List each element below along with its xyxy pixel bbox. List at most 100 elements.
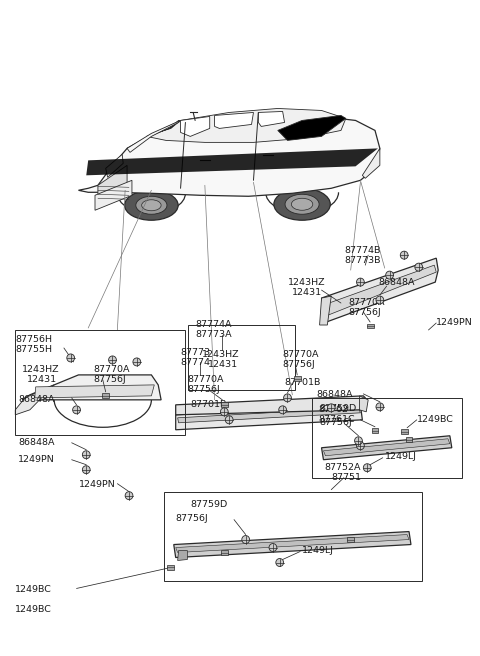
Polygon shape — [322, 436, 452, 460]
Text: 87759D: 87759D — [190, 500, 228, 508]
Text: 1249PN: 1249PN — [436, 318, 473, 327]
Text: 87701B: 87701B — [285, 378, 321, 387]
Circle shape — [125, 491, 133, 500]
Text: 1249PN: 1249PN — [78, 480, 115, 489]
Bar — [372, 428, 378, 433]
Bar — [168, 565, 174, 570]
Polygon shape — [258, 112, 285, 127]
Circle shape — [83, 451, 90, 459]
Text: 1249BC: 1249BC — [417, 415, 454, 424]
Circle shape — [67, 354, 74, 362]
Text: 87756J: 87756J — [93, 375, 126, 384]
Ellipse shape — [125, 190, 178, 220]
Polygon shape — [180, 117, 210, 136]
Bar — [406, 438, 412, 442]
Polygon shape — [322, 258, 438, 322]
Text: 86848A: 86848A — [317, 390, 353, 399]
Ellipse shape — [136, 196, 167, 215]
Text: 12431: 12431 — [292, 288, 323, 297]
Text: 86848A: 86848A — [18, 438, 55, 447]
Text: 87770A: 87770A — [93, 365, 130, 374]
Text: 87755H: 87755H — [15, 345, 52, 354]
Circle shape — [355, 437, 362, 445]
Polygon shape — [86, 148, 378, 175]
Polygon shape — [95, 180, 132, 211]
Circle shape — [108, 356, 116, 364]
Ellipse shape — [291, 198, 313, 211]
Polygon shape — [278, 115, 346, 140]
Circle shape — [327, 404, 335, 412]
Polygon shape — [127, 121, 180, 152]
Text: 87773B: 87773B — [345, 256, 381, 265]
Text: 87701B: 87701B — [190, 400, 227, 409]
Polygon shape — [320, 296, 331, 325]
Text: 1249LJ: 1249LJ — [302, 546, 334, 554]
Text: 86848A: 86848A — [378, 278, 414, 287]
Text: 12431: 12431 — [27, 375, 57, 384]
Text: 1243HZ: 1243HZ — [288, 278, 325, 287]
Polygon shape — [215, 112, 253, 129]
Text: 87770A: 87770A — [283, 350, 319, 359]
Ellipse shape — [274, 188, 330, 220]
Text: 87752A: 87752A — [324, 462, 361, 472]
Ellipse shape — [142, 200, 161, 211]
Text: 87756H: 87756H — [15, 335, 52, 344]
Bar — [401, 429, 408, 434]
Polygon shape — [324, 439, 450, 456]
Polygon shape — [360, 396, 368, 412]
Circle shape — [357, 278, 364, 286]
Text: 1249PN: 1249PN — [18, 455, 55, 464]
Text: 87756J: 87756J — [187, 385, 220, 394]
Polygon shape — [78, 117, 380, 196]
Polygon shape — [178, 408, 360, 423]
Text: 87773A: 87773A — [195, 330, 232, 339]
Circle shape — [415, 263, 422, 271]
Bar — [312, 398, 463, 478]
Circle shape — [276, 558, 284, 567]
Polygon shape — [324, 265, 436, 315]
Polygon shape — [178, 550, 187, 560]
Polygon shape — [176, 405, 362, 430]
Text: 87756J: 87756J — [283, 360, 315, 369]
Polygon shape — [22, 375, 161, 400]
Text: 1243HZ: 1243HZ — [22, 365, 60, 374]
Bar — [367, 323, 373, 329]
Bar — [164, 491, 421, 581]
Ellipse shape — [285, 194, 319, 215]
Text: 87762: 87762 — [319, 405, 348, 414]
Circle shape — [242, 535, 250, 544]
Bar — [221, 550, 228, 555]
Bar — [102, 394, 109, 398]
Polygon shape — [146, 108, 346, 142]
Circle shape — [376, 296, 384, 304]
Circle shape — [386, 271, 394, 279]
Text: 87759D: 87759D — [320, 404, 357, 413]
Circle shape — [83, 466, 90, 474]
Text: 1249BC: 1249BC — [15, 605, 52, 615]
Text: 86848A: 86848A — [18, 395, 55, 404]
Circle shape — [400, 251, 408, 259]
Text: 1249LJ: 1249LJ — [384, 452, 417, 461]
Bar — [221, 402, 228, 407]
Bar — [188, 325, 295, 390]
Polygon shape — [15, 385, 54, 415]
Polygon shape — [127, 121, 180, 148]
Text: 87751: 87751 — [331, 473, 361, 482]
Circle shape — [284, 394, 291, 402]
Circle shape — [279, 406, 287, 414]
Polygon shape — [176, 535, 409, 552]
Polygon shape — [176, 396, 365, 415]
Bar — [294, 377, 300, 381]
Text: 87773: 87773 — [180, 348, 211, 357]
Text: 12431: 12431 — [208, 360, 238, 369]
Polygon shape — [362, 148, 380, 178]
Circle shape — [363, 464, 371, 472]
Text: 87756J: 87756J — [349, 308, 382, 317]
Circle shape — [376, 403, 384, 411]
Circle shape — [72, 406, 81, 414]
Text: 87770A: 87770A — [349, 298, 385, 307]
Text: 1249BC: 1249BC — [15, 585, 52, 594]
Polygon shape — [106, 154, 123, 177]
Bar — [15, 330, 185, 435]
Text: 87774B: 87774B — [345, 246, 381, 255]
